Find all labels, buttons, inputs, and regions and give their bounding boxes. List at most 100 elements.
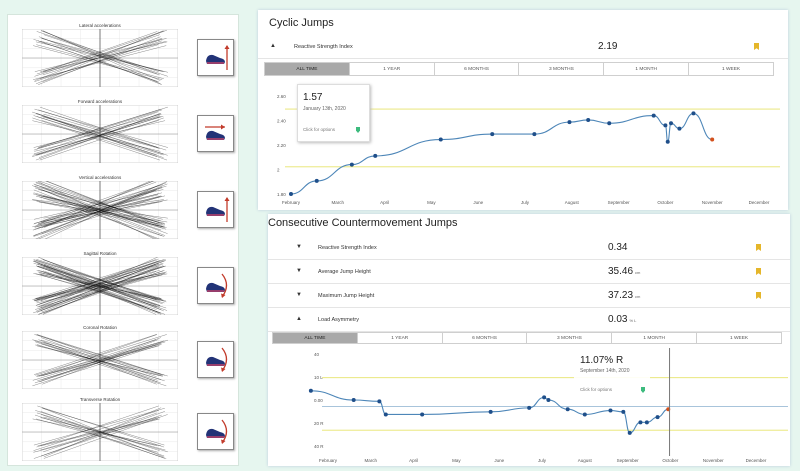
x-tick-label: March: [365, 458, 378, 463]
data-point[interactable]: [349, 162, 354, 167]
bookmark-icon[interactable]: [756, 268, 761, 275]
data-point[interactable]: [638, 420, 643, 425]
cyclic-title: Cyclic Jumps: [269, 17, 334, 29]
data-point[interactable]: [607, 121, 612, 126]
data-point[interactable]: [663, 123, 668, 128]
tooltip-options-link[interactable]: Click for options: [580, 387, 613, 392]
x-tick-label: July: [521, 200, 530, 205]
data-point[interactable]: [644, 420, 649, 425]
data-point[interactable]: [527, 405, 532, 410]
tab-3-months[interactable]: 3 MONTHS: [527, 332, 613, 344]
shoe-top-rotate-icon[interactable]: [197, 413, 234, 450]
data-point[interactable]: [582, 412, 587, 417]
x-tick-label: February: [319, 458, 338, 463]
data-point[interactable]: [677, 126, 682, 131]
data-point[interactable]: [665, 139, 670, 144]
tab-1-month[interactable]: 1 MONTH: [612, 332, 698, 344]
metric-row-load-asymmetry[interactable]: ▲ Load Asymmetry 0.03% L: [268, 308, 790, 332]
tab-1-week[interactable]: 1 WEEK: [697, 332, 782, 344]
chevron-down-icon[interactable]: ▼: [296, 244, 302, 250]
data-point[interactable]: [420, 412, 425, 417]
chevron-up-icon[interactable]: ▲: [296, 316, 302, 322]
sensor-plot-title: Coronal Rotation: [83, 325, 117, 330]
data-point[interactable]: [377, 399, 382, 404]
tooltip-value: 11.07% R: [580, 355, 624, 366]
tab-1-month[interactable]: 1 MONTH: [604, 62, 690, 76]
cyclic-metric-row[interactable]: ▲ Reactive Strength Index 2.19: [258, 37, 788, 59]
data-point[interactable]: [488, 409, 493, 414]
metric-row-reactive-strength-index[interactable]: ▼ Reactive Strength Index 0.34: [268, 236, 790, 260]
tab-6-months[interactable]: 6 MONTHS: [442, 332, 528, 344]
metric-number: 0.34: [608, 242, 628, 253]
sensor-trace-chart: [22, 29, 178, 87]
tooltip-options-link[interactable]: Click for options: [303, 127, 336, 132]
sensor-trace-chart: [22, 403, 178, 461]
chevron-up-icon[interactable]: ▲: [270, 43, 276, 49]
data-point[interactable]: [586, 117, 591, 122]
data-point[interactable]: [608, 408, 613, 413]
data-point[interactable]: [655, 415, 660, 420]
data-point[interactable]: [351, 398, 356, 402]
sensor-trace-chart: [22, 181, 178, 239]
x-tick-label: December: [749, 200, 770, 205]
sensor-plot-title: Sagittal Rotation: [83, 251, 117, 256]
chevron-down-icon[interactable]: ▼: [296, 268, 302, 274]
metric-value: 0.34: [608, 242, 629, 253]
shoe-right-arrow-icon[interactable]: [197, 115, 234, 152]
metric-row-average-jump-height[interactable]: ▼ Average Jump Height 35.46 cm: [268, 260, 790, 284]
tooltip-value: 1.57: [303, 92, 323, 103]
data-point[interactable]: [289, 192, 293, 196]
tab-all-time[interactable]: ALL TIME: [264, 62, 350, 76]
y-tick-label: 2.20: [277, 143, 286, 148]
tab-1-year[interactable]: 1 YEAR: [357, 332, 443, 344]
y-tick-label: 2.60: [277, 94, 286, 99]
chevron-down-icon[interactable]: ▼: [296, 292, 302, 298]
shoe-up-arrow-icon[interactable]: [197, 39, 234, 76]
data-point[interactable]: [669, 121, 674, 126]
sensor-trace-chart: [22, 257, 178, 315]
data-point[interactable]: [542, 395, 547, 400]
data-point[interactable]: [438, 137, 443, 142]
data-point[interactable]: [565, 407, 570, 412]
chart-tooltip[interactable]: 11.07% R September 14th, 2020 Click for …: [574, 351, 650, 401]
data-point[interactable]: [710, 137, 715, 142]
sensor-plot-title: Vertical accelerations: [78, 175, 122, 180]
metric-number: 35.46: [608, 266, 634, 277]
data-point[interactable]: [691, 111, 696, 116]
bookmark-icon[interactable]: [756, 244, 761, 251]
data-point[interactable]: [567, 120, 572, 125]
bookmark-icon[interactable]: [754, 43, 759, 50]
pin-icon[interactable]: [641, 387, 645, 393]
sensor-plot-title: Transverse Rotation: [79, 397, 121, 402]
data-point[interactable]: [546, 398, 551, 402]
x-tick-label: October: [662, 458, 679, 463]
data-point[interactable]: [490, 132, 495, 137]
data-point[interactable]: [308, 388, 313, 393]
data-point[interactable]: [621, 409, 626, 414]
metric-row-maximum-jump-height[interactable]: ▼ Maximum Jump Height 37.23 cm: [268, 284, 790, 308]
data-point[interactable]: [627, 430, 632, 435]
tab-6-months[interactable]: 6 MONTHS: [434, 62, 520, 76]
ccm-chart[interactable]: 40 10 L 0.00 20 R 40 R February March April May J…: [268, 348, 790, 466]
pin-icon[interactable]: [356, 127, 360, 133]
shoe-up-arrow-icon[interactable]: [197, 191, 234, 228]
metric-unit: cm: [635, 294, 641, 299]
sensor-plot-row: Transverse Rotation: [8, 393, 240, 465]
data-point[interactable]: [383, 412, 388, 417]
data-point[interactable]: [532, 132, 537, 137]
x-tick-label: February: [282, 200, 301, 205]
tab-1-year[interactable]: 1 YEAR: [349, 62, 435, 76]
x-tick-label: November: [702, 200, 723, 205]
shoe-front-rotate-icon[interactable]: [197, 341, 234, 378]
tab-3-months[interactable]: 3 MONTHS: [519, 62, 605, 76]
tab-1-week[interactable]: 1 WEEK: [689, 62, 774, 76]
data-point[interactable]: [651, 113, 656, 118]
data-point[interactable]: [314, 178, 319, 183]
data-point[interactable]: [373, 153, 378, 158]
metric-unit: cm: [635, 270, 641, 275]
bookmark-icon[interactable]: [756, 292, 761, 299]
shoe-rotate-icon[interactable]: [197, 267, 234, 304]
tab-all-time[interactable]: ALL TIME: [272, 332, 358, 344]
chart-tooltip[interactable]: 1.57 January 13th, 2020 Click for option…: [297, 84, 370, 142]
x-tick-label: November: [703, 458, 724, 463]
